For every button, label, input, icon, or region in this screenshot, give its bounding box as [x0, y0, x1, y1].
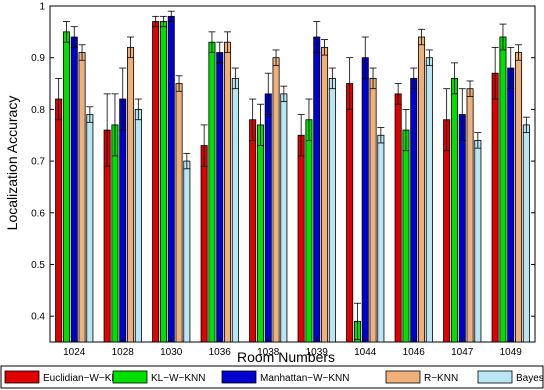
y-tick-label: 0.7 [31, 157, 45, 168]
bar [515, 52, 523, 343]
legend-swatch [477, 370, 513, 384]
legend-swatch [221, 370, 257, 384]
bar [152, 21, 160, 343]
bar [346, 83, 354, 343]
legend-swatch [4, 370, 40, 384]
bar [111, 124, 119, 343]
y-tick-label: 0.4 [31, 312, 45, 323]
bar [450, 77, 458, 343]
bar [159, 21, 167, 343]
bar [443, 119, 451, 343]
y-tick-label: 1 [39, 2, 45, 13]
bar [418, 36, 426, 343]
x-tick-label: 1028 [112, 347, 135, 358]
bar [361, 57, 369, 343]
bar [507, 67, 515, 343]
bar [127, 46, 135, 343]
bar [200, 145, 208, 343]
legend-swatch [385, 370, 421, 384]
bar [328, 77, 336, 343]
bar [297, 134, 305, 343]
bar [425, 57, 433, 343]
x-tick-label: 1030 [160, 347, 183, 358]
x-tick-label: 1038 [257, 347, 280, 358]
plot-frame [49, 5, 536, 343]
bar [272, 57, 280, 343]
bar [256, 124, 264, 343]
y-tick-label: 0.8 [31, 105, 45, 116]
bar [62, 31, 70, 343]
plot-area: 0.4 0.5 0.6 0.7 0.8 0.9 1 1024 1028 1030 1036 1038 1… [31, 2, 536, 358]
bar [231, 77, 239, 343]
bar [175, 83, 183, 343]
bar [394, 93, 402, 343]
legend-label: R−KNN [424, 373, 458, 384]
y-tick-label: 0.5 [31, 260, 45, 271]
bar [474, 139, 482, 343]
bar [410, 77, 418, 343]
bar [78, 52, 86, 343]
x-tick-label: 1049 [500, 347, 523, 358]
bar [183, 160, 191, 343]
x-tick-label: 1024 [63, 347, 86, 358]
bar [264, 93, 272, 343]
legend-label: Bayesian [516, 373, 544, 384]
bar [402, 129, 410, 343]
y-axis-title: Localization Accuracy [4, 96, 20, 231]
bar [522, 124, 530, 343]
bar [224, 41, 232, 343]
legend-label: Manhattan−W−KNN [260, 373, 350, 384]
bar [305, 119, 313, 343]
bar [70, 36, 78, 343]
bar [216, 52, 224, 343]
bar [208, 41, 216, 343]
legend-label: Euclidian−W−KNN [43, 373, 126, 384]
bar [134, 108, 142, 343]
x-tick-label: 1047 [451, 347, 474, 358]
legend: Euclidian−W−KNN KL−W−KNN Manhattan−W−KNN R−… [0, 365, 544, 389]
bar [458, 114, 466, 343]
legend-label: KL−W−KNN [151, 373, 205, 384]
bar [466, 88, 474, 343]
bar [55, 98, 63, 343]
bar [167, 15, 175, 343]
bar [369, 77, 377, 343]
bar [499, 36, 507, 343]
y-tick-label: 0.6 [31, 208, 45, 219]
legend-swatch [112, 370, 148, 384]
y-tick-label: 0.9 [31, 53, 45, 64]
x-axis-title: Room Numbers [237, 349, 335, 365]
x-tick-label: 1039 [306, 347, 329, 358]
bar [491, 72, 499, 343]
bar [86, 114, 94, 343]
bar [377, 134, 385, 343]
x-tick-label: 1044 [354, 347, 377, 358]
bar [321, 46, 329, 343]
bar [280, 93, 288, 343]
bar [249, 119, 257, 343]
bar [119, 98, 127, 343]
x-tick-label: 1036 [209, 347, 232, 358]
bar [313, 36, 321, 343]
x-tick-label: 1046 [403, 347, 426, 358]
